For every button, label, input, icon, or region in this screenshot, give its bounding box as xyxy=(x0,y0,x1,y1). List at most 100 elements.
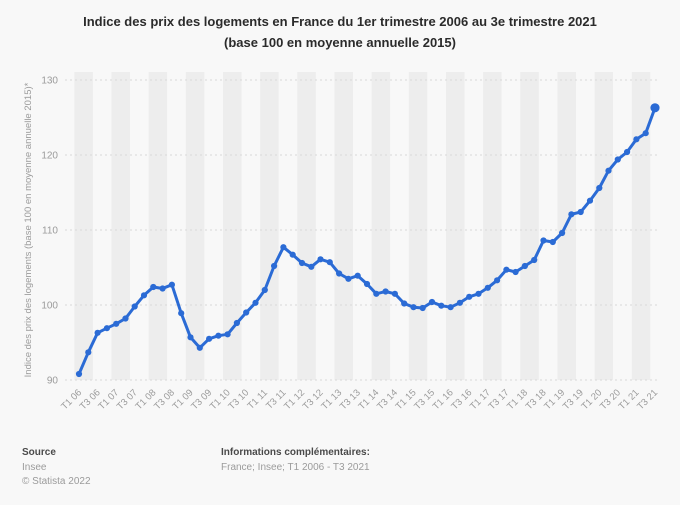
data-point[interactable] xyxy=(122,315,129,322)
x-tick-label: T3 20 xyxy=(598,387,623,412)
plot-stripe xyxy=(92,72,112,380)
x-tick-label: T1 07 xyxy=(96,387,121,412)
data-point[interactable] xyxy=(642,130,649,137)
plot-stripe xyxy=(576,72,595,380)
data-point[interactable] xyxy=(447,304,454,311)
data-point[interactable] xyxy=(308,263,315,270)
data-point[interactable] xyxy=(475,290,482,297)
x-tick-label: T3 18 xyxy=(524,387,549,412)
data-point[interactable] xyxy=(261,286,268,294)
data-point[interactable] xyxy=(178,310,185,317)
data-point[interactable] xyxy=(252,299,259,306)
data-point[interactable] xyxy=(456,299,463,306)
data-point[interactable] xyxy=(540,237,547,244)
data-point[interactable] xyxy=(317,256,324,263)
data-point[interactable] xyxy=(271,262,278,270)
data-point[interactable] xyxy=(298,259,306,267)
data-point[interactable] xyxy=(75,370,83,378)
data-point[interactable] xyxy=(605,167,612,174)
plot-stripe xyxy=(520,72,539,380)
info-label: Informations complémentaires: xyxy=(221,447,370,458)
data-point[interactable] xyxy=(484,284,491,291)
plot-stripe xyxy=(483,72,502,380)
data-point[interactable] xyxy=(410,304,417,311)
x-tick-label: T1 18 xyxy=(505,387,530,412)
data-point[interactable] xyxy=(494,277,501,284)
data-point[interactable] xyxy=(280,244,287,251)
data-point[interactable] xyxy=(512,268,519,276)
data-point[interactable] xyxy=(466,293,473,300)
data-point[interactable] xyxy=(596,184,603,192)
data-point[interactable] xyxy=(131,303,138,310)
x-tick-label: T3 17 xyxy=(487,387,512,412)
data-point[interactable] xyxy=(586,197,594,204)
data-point[interactable] xyxy=(624,148,631,156)
x-tick-label: T1 21 xyxy=(617,387,642,412)
y-tick-label: 110 xyxy=(42,226,58,237)
data-point[interactable] xyxy=(289,251,296,258)
info-value: France; Insee; T1 2006 - T3 2021 xyxy=(221,462,370,473)
data-point[interactable] xyxy=(187,334,194,341)
chart-title-line1: Indice des prix des logements en France … xyxy=(83,14,597,29)
plot-stripe xyxy=(427,72,446,380)
data-point[interactable] xyxy=(382,288,389,295)
plot-stripe xyxy=(445,72,465,380)
x-tick-label: T1 12 xyxy=(282,387,307,412)
data-point[interactable] xyxy=(401,300,408,307)
data-point[interactable] xyxy=(85,349,92,356)
plot-stripe xyxy=(130,72,149,380)
data-point[interactable] xyxy=(336,270,343,277)
data-point[interactable] xyxy=(428,298,436,306)
data-point[interactable] xyxy=(633,136,640,143)
x-tick-label: T3 06 xyxy=(78,387,103,412)
plot-stripe xyxy=(315,72,335,380)
data-point[interactable] xyxy=(531,256,538,264)
data-point[interactable] xyxy=(326,259,333,266)
plot-stripe xyxy=(594,72,614,380)
data-point[interactable] xyxy=(103,325,110,332)
data-point[interactable] xyxy=(503,266,510,273)
data-point[interactable] xyxy=(559,229,566,237)
data-point[interactable] xyxy=(614,156,621,163)
data-point[interactable] xyxy=(206,335,213,342)
plot-stripe xyxy=(650,72,669,380)
data-point[interactable] xyxy=(159,285,166,292)
data-point[interactable] xyxy=(363,280,371,288)
data-point[interactable] xyxy=(168,281,175,288)
data-point[interactable] xyxy=(233,319,240,327)
data-point[interactable] xyxy=(150,283,157,291)
data-point[interactable] xyxy=(94,329,101,336)
y-tick-label: 130 xyxy=(41,76,58,87)
data-point[interactable] xyxy=(549,238,556,246)
x-tick-label: T3 21 xyxy=(635,387,660,412)
data-point[interactable] xyxy=(568,211,575,218)
data-point[interactable] xyxy=(577,208,584,216)
plot-stripe xyxy=(408,72,428,380)
plot-stripe xyxy=(353,72,372,380)
x-tick-label: T1 15 xyxy=(394,387,419,412)
line-chart: 90 100 110 120 130 Indice des prix des logeme… xyxy=(23,72,669,412)
data-point[interactable] xyxy=(354,272,361,279)
data-point[interactable] xyxy=(391,290,398,297)
data-point[interactable] xyxy=(419,304,426,312)
x-tick-label: T1 13 xyxy=(319,387,344,412)
data-point[interactable] xyxy=(521,262,529,270)
y-tick-label: 120 xyxy=(41,151,58,162)
x-tick-label: T1 17 xyxy=(468,387,493,412)
plot-stripe xyxy=(390,72,409,380)
data-point[interactable] xyxy=(373,290,380,297)
data-point[interactable] xyxy=(650,103,660,113)
plot-stripe xyxy=(297,72,316,380)
data-point[interactable] xyxy=(196,344,203,351)
data-point[interactable] xyxy=(243,309,250,316)
data-point[interactable] xyxy=(215,332,222,339)
x-tick-label: T3 07 xyxy=(115,387,140,412)
data-point[interactable] xyxy=(345,275,352,282)
x-tick-label: T3 12 xyxy=(301,387,326,412)
data-point[interactable] xyxy=(140,292,148,299)
data-point[interactable] xyxy=(224,331,231,338)
data-point[interactable] xyxy=(113,320,120,327)
data-point[interactable] xyxy=(438,302,445,309)
plot-stripe xyxy=(223,72,242,380)
plot-stripe xyxy=(371,72,391,380)
